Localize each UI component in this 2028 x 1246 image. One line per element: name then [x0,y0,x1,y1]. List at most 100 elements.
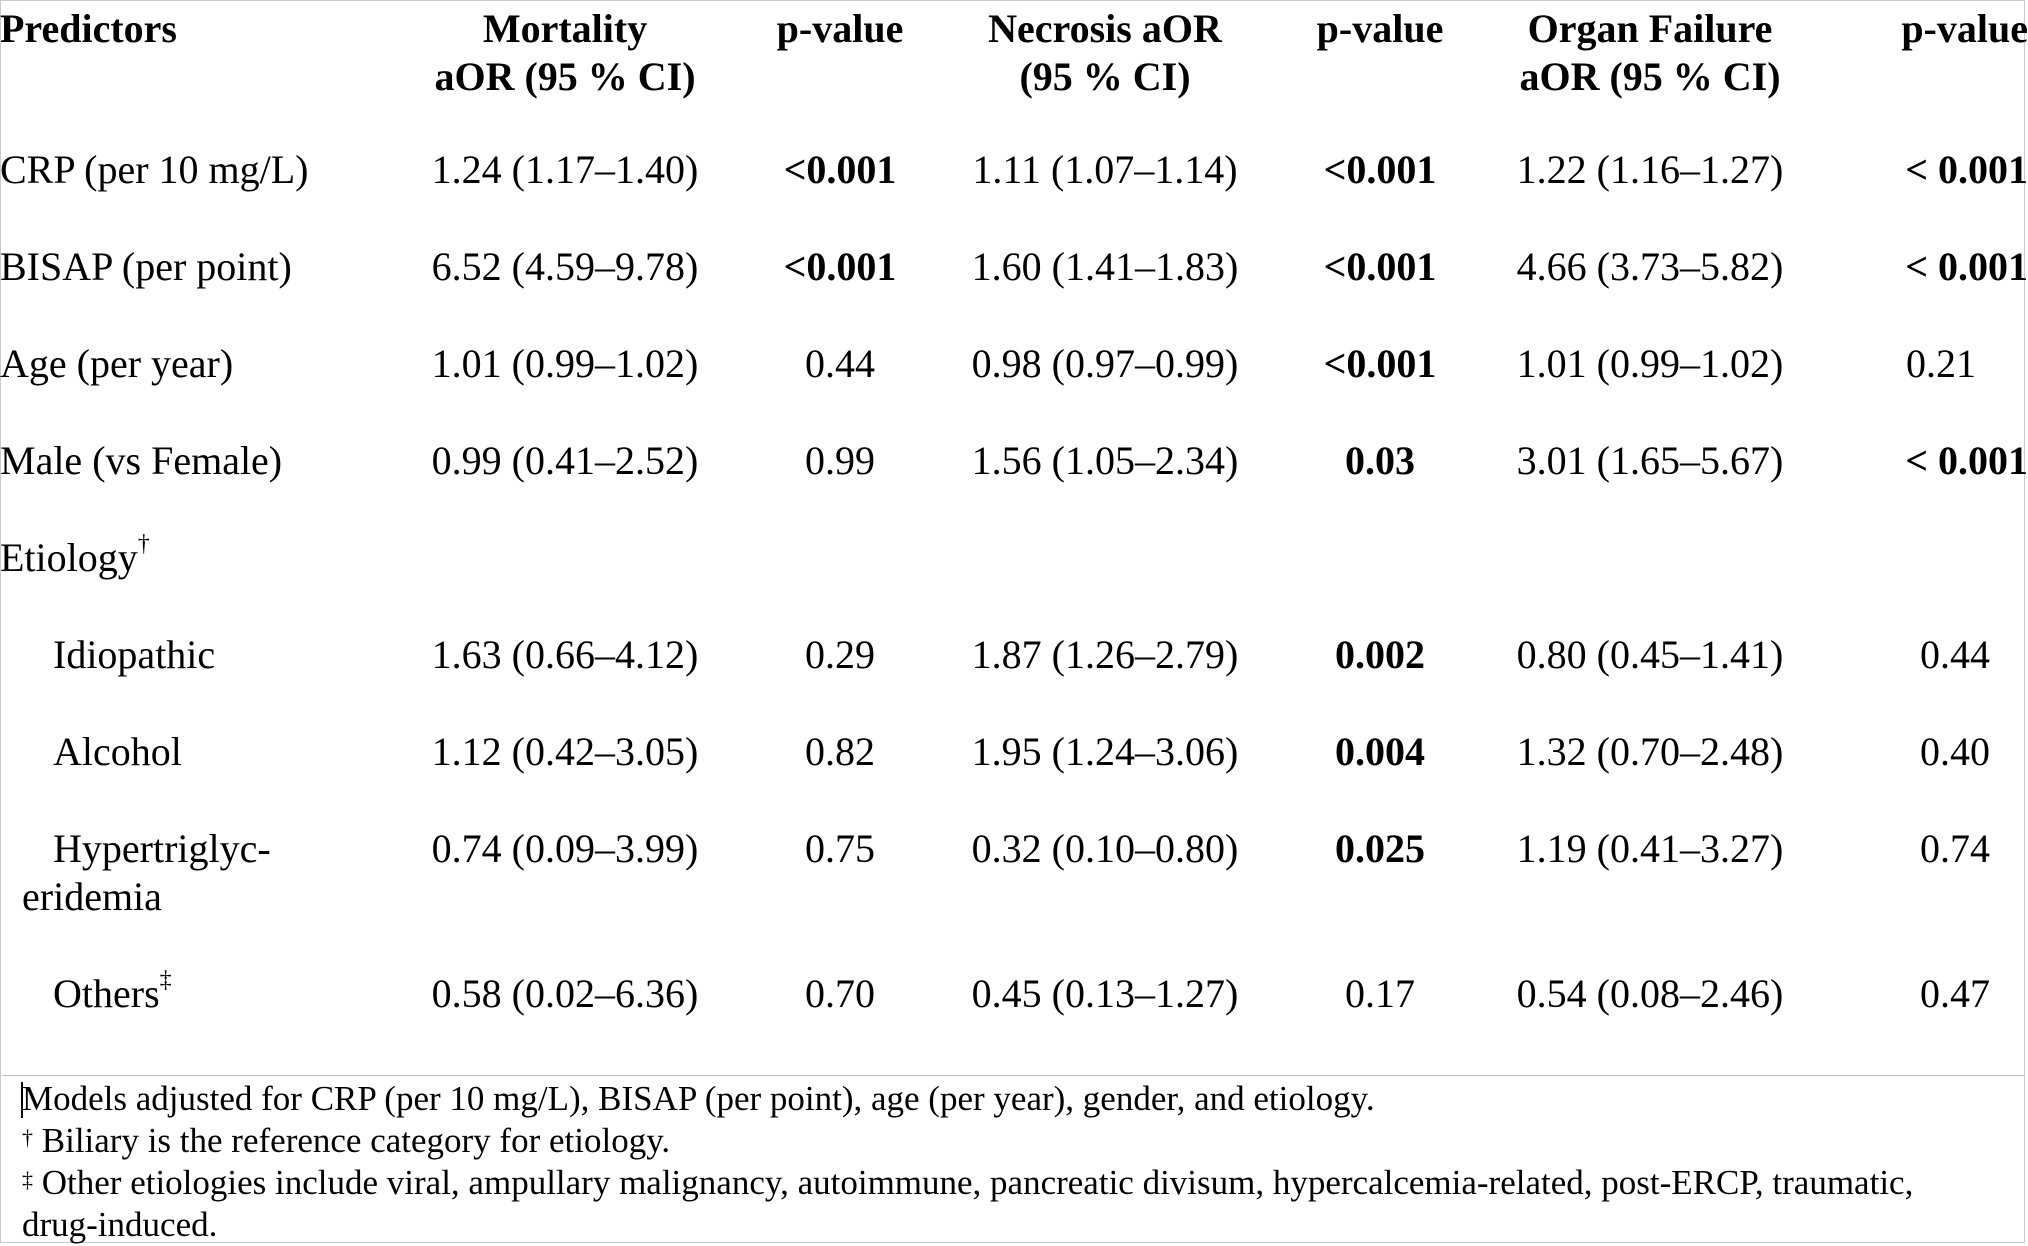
results-table: Predictors Mortality aOR (95 % CI) p-val… [0,0,2028,1067]
row-label-line2: eridemia [22,874,162,919]
p-value-mortality: 0.75 [805,826,875,871]
p-value-necrosis: 0.004 [1335,729,1425,774]
row-label: Age (per year) [0,341,234,386]
p-value-necrosis: <0.001 [1323,147,1437,192]
dagger-mark: † [22,1125,33,1150]
organ-failure-aor: 3.01 (1.65–5.67) [1516,438,1784,483]
necrosis-aor: 1.87 (1.26–2.79) [971,632,1239,677]
necrosis-aor: 1.11 (1.07–1.14) [972,147,1238,192]
header-row: Predictors Mortality aOR (95 % CI) p-val… [0,0,2028,146]
table-row: CRP (per 10 mg/L) 1.24 (1.17–1.40) <0.00… [0,146,2028,243]
row-label: Hypertriglyc-eridemia [0,825,395,970]
organ-failure-aor: 4.66 (3.73–5.82) [1516,244,1784,289]
p-value-necrosis: 0.025 [1335,826,1425,871]
table-row: Hypertriglyc-eridemia 0.74 (0.09–3.99) 0… [0,825,2028,970]
header-mortality-line1: Mortality [482,6,648,51]
empty-cell [1265,534,1495,631]
dagger-mark: † [137,531,150,557]
double-dagger-mark: ‡ [22,1167,33,1192]
mortality-aor: 6.52 (4.59–9.78) [431,244,699,289]
etiology-label-text: Etiology [0,535,138,580]
p-value-organ-failure: < 0.001 [1905,147,2028,192]
header-predictors: Predictors [0,6,177,51]
p-value-mortality: 0.82 [805,729,875,774]
mortality-aor: 0.99 (0.41–2.52) [431,438,699,483]
p-value-necrosis: <0.001 [1323,341,1437,386]
mortality-aor: 1.24 (1.17–1.40) [431,147,699,192]
p-value-necrosis: 0.03 [1345,438,1415,483]
row-label-text: Others [53,971,160,1016]
necrosis-aor: 1.56 (1.05–2.34) [971,438,1239,483]
necrosis-aor: 1.95 (1.24–3.06) [971,729,1239,774]
header-necrosis: Necrosis aOR (95 % CI) [945,0,1265,146]
table-row: Idiopathic 1.63 (0.66–4.12) 0.29 1.87 (1… [0,631,2028,728]
p-value-mortality: 0.99 [805,438,875,483]
mortality-aor: 1.01 (0.99–1.02) [431,341,699,386]
p-value-necrosis: 0.17 [1345,971,1415,1016]
p-value-mortality: 0.29 [805,632,875,677]
footnotes: Models adjusted for CRP (per 10 mg/L), B… [22,1078,2007,1246]
organ-failure-aor: 0.54 (0.08–2.46) [1516,971,1784,1016]
p-value-organ-failure: 0.21 [1906,341,1976,386]
header-necrosis-line2: (95 % CI) [1019,54,1191,99]
necrosis-aor: 0.45 (0.13–1.27) [971,971,1239,1016]
p-value-organ-failure: 0.47 [1920,971,1990,1016]
header-p-necrosis: p-value [1316,6,1444,51]
footnote-double-dagger: ‡ Other etiologies include viral, ampull… [22,1162,2007,1204]
empty-cell [945,534,1265,631]
p-value-organ-failure: 0.44 [1920,632,1990,677]
mortality-aor: 1.63 (0.66–4.12) [431,632,699,677]
p-value-organ-failure: < 0.001 [1905,244,2028,289]
mortality-aor: 1.12 (0.42–3.05) [431,729,699,774]
header-organ-line1: Organ Failure [1527,6,1773,51]
empty-cell [1495,534,1805,631]
p-value-necrosis: <0.001 [1323,244,1437,289]
footnote-dagger: † Biliary is the reference category for … [22,1120,2007,1162]
row-label: Alcohol [53,729,182,774]
empty-cell [395,534,735,631]
organ-failure-aor: 1.32 (0.70–2.48) [1516,729,1784,774]
p-value-mortality: 0.70 [805,971,875,1016]
empty-cell [1805,534,2028,631]
necrosis-aor: 0.32 (0.10–0.80) [971,826,1239,871]
empty-cell [735,534,945,631]
footnote-double-dagger-continued: drug-induced. [22,1205,218,1244]
table-row: BISAP (per point) 6.52 (4.59–9.78) <0.00… [0,243,2028,340]
header-mortality: Mortality aOR (95 % CI) [395,0,735,146]
p-value-organ-failure: < 0.001 [1905,438,2028,483]
text-cursor [21,1082,23,1118]
row-label-line1: Hypertriglyc- [53,826,271,871]
table-row: Others‡ 0.58 (0.02–6.36) 0.70 0.45 (0.13… [0,967,2028,1067]
p-value-organ-failure: 0.74 [1920,826,1990,871]
footnote-dagger-text: Biliary is the reference category for et… [33,1121,671,1160]
mortality-aor: 0.58 (0.02–6.36) [431,971,699,1016]
mortality-aor: 0.74 (0.09–3.99) [431,826,699,871]
p-value-necrosis: 0.002 [1335,632,1425,677]
table-row: Male (vs Female) 0.99 (0.41–2.52) 0.99 1… [0,437,2028,534]
header-organ-line2: aOR (95 % CI) [1519,54,1781,99]
header-organ-failure: Organ Failure aOR (95 % CI) [1495,0,1805,146]
etiology-label: Etiology† [0,531,395,631]
organ-failure-aor: 1.01 (0.99–1.02) [1516,341,1784,386]
header-p-mortality: p-value [776,6,904,51]
header-mortality-line2: aOR (95 % CI) [434,54,696,99]
row-label: Male (vs Female) [0,438,283,483]
p-value-mortality: <0.001 [783,244,897,289]
table-row: Age (per year) 1.01 (0.99–1.02) 0.44 0.9… [0,340,2028,437]
row-label: Others‡ [0,967,395,1067]
footnote-double-dagger-text: Other etiologies include viral, ampullar… [33,1163,1914,1202]
p-value-mortality: <0.001 [783,147,897,192]
p-value-organ-failure: 0.40 [1920,729,1990,774]
footnote-divider [2,1075,2024,1076]
header-necrosis-line1: Necrosis aOR [988,6,1222,51]
organ-failure-aor: 1.19 (0.41–3.27) [1516,826,1784,871]
footnote-adjustment: Models adjusted for CRP (per 10 mg/L), B… [22,1079,1375,1118]
header-p-organ-failure: p-value [1901,6,2028,51]
table-row: Alcohol 1.12 (0.42–3.05) 0.82 1.95 (1.24… [0,728,2028,825]
necrosis-aor: 0.98 (0.97–0.99) [971,341,1239,386]
etiology-group-row: Etiology† [0,531,2028,631]
row-label: CRP (per 10 mg/L) [0,147,309,192]
double-dagger-mark: ‡ [159,967,172,993]
row-label: Idiopathic [53,632,216,677]
